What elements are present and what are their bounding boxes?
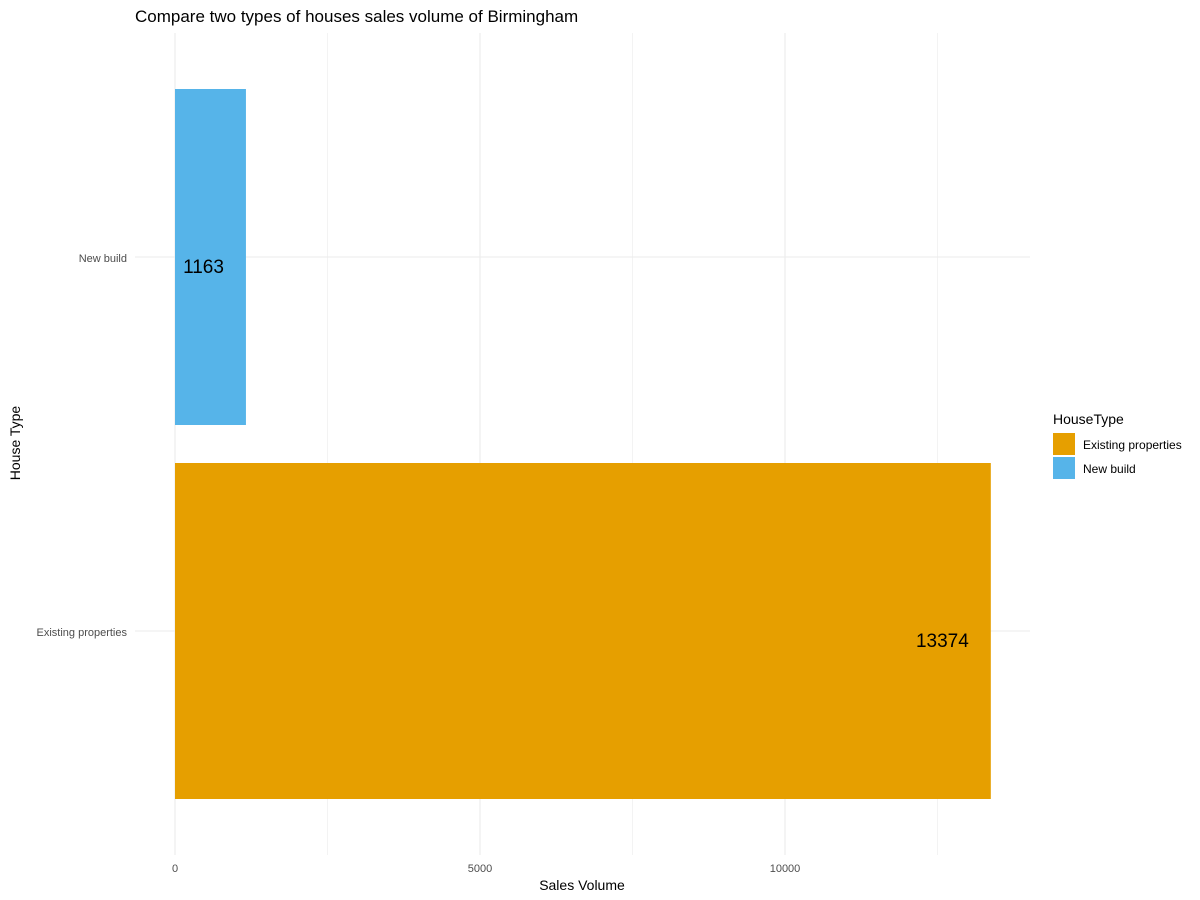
data-label: 1163 <box>183 257 224 278</box>
data-label: 13374 <box>916 631 969 652</box>
y-axis-ticks: Existing properties New build <box>37 253 128 639</box>
y-axis-title: House Type <box>7 406 23 481</box>
legend-items: Existing properties New build <box>1053 433 1182 479</box>
legend-title: HouseType <box>1053 411 1124 427</box>
legend-label: New build <box>1083 462 1136 476</box>
x-tick-label: 5000 <box>468 863 492 875</box>
x-axis-title: Sales Volume <box>539 877 625 893</box>
bar <box>175 89 246 425</box>
legend-swatch <box>1053 433 1075 455</box>
chart-title: Compare two types of houses sales volume… <box>135 7 578 26</box>
legend-swatch <box>1053 457 1075 479</box>
x-tick-label: 10000 <box>770 863 801 875</box>
bar <box>175 463 991 799</box>
x-axis-ticks: 0 5000 10000 <box>172 863 800 875</box>
bars <box>175 89 991 799</box>
legend: HouseType Existing properties New build <box>1053 411 1182 479</box>
x-tick-label: 0 <box>172 863 178 875</box>
y-tick-label: New build <box>79 253 127 265</box>
data-labels: 13374 1163 <box>183 257 969 652</box>
legend-label: Existing properties <box>1083 438 1182 452</box>
y-tick-label: Existing properties <box>37 627 128 639</box>
